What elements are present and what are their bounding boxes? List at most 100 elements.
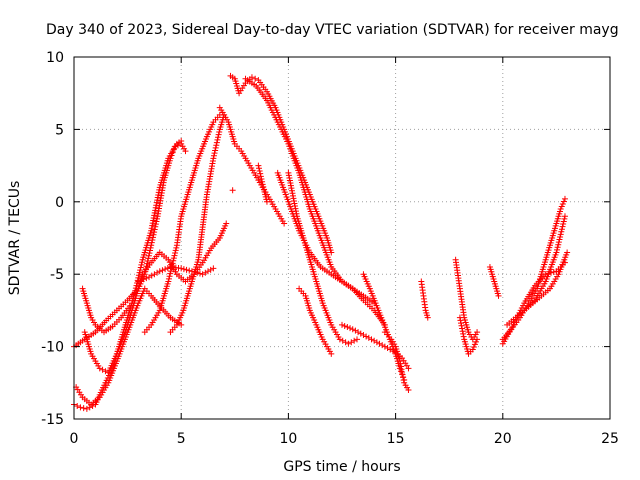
data-point <box>154 194 161 201</box>
data-point <box>165 275 172 282</box>
data-point <box>144 258 151 265</box>
data-point <box>223 220 230 227</box>
data-point <box>287 180 294 187</box>
y-tick-label: -15 <box>41 412 64 428</box>
data-point <box>255 165 262 172</box>
data-point <box>165 278 172 285</box>
data-point <box>162 266 169 273</box>
data-point <box>183 266 190 273</box>
data-point <box>555 241 562 248</box>
data-point <box>470 343 477 350</box>
data-point <box>137 264 144 271</box>
data-point <box>292 205 299 212</box>
data-point <box>554 246 561 253</box>
data-point <box>281 220 288 227</box>
data-point <box>145 252 152 259</box>
data-point <box>290 197 297 204</box>
x-tick-label: 25 <box>601 431 619 447</box>
data-point <box>348 339 355 346</box>
data-point <box>341 322 348 329</box>
data-point <box>146 274 153 281</box>
data-point <box>557 206 564 213</box>
data-point <box>400 377 407 384</box>
data-point <box>166 273 173 280</box>
data-point <box>153 218 160 225</box>
series-track-14 <box>285 169 361 347</box>
data-point <box>153 199 160 206</box>
data-point <box>293 210 300 217</box>
series-track-21 <box>456 314 481 357</box>
y-tick-label: -10 <box>41 340 64 356</box>
data-point <box>290 195 297 202</box>
data-point <box>560 198 567 205</box>
y-tick-label: 5 <box>55 122 64 138</box>
data-point <box>172 249 179 256</box>
data-point <box>199 271 206 278</box>
data-point <box>339 321 345 328</box>
series-track-6 <box>141 111 223 336</box>
data-point <box>135 272 142 279</box>
data-point <box>556 236 563 243</box>
data-point <box>355 329 362 336</box>
data-point <box>140 276 147 283</box>
data-point <box>138 259 145 266</box>
data-point <box>202 269 209 276</box>
data-point <box>138 277 144 284</box>
data-point <box>210 265 217 272</box>
data-point <box>405 387 412 394</box>
data-point <box>263 198 270 205</box>
data-point <box>154 215 161 222</box>
x-tick-label: 0 <box>70 431 79 447</box>
data-point <box>397 363 404 370</box>
series-track-23 <box>499 195 568 343</box>
series-track-12 <box>242 75 378 307</box>
data-point <box>182 148 189 155</box>
data-point <box>74 402 81 409</box>
data-point <box>368 336 375 343</box>
data-point <box>328 249 335 256</box>
data-point <box>354 336 361 343</box>
data-point <box>152 221 159 228</box>
data-point <box>152 204 159 211</box>
data-point <box>148 225 155 232</box>
data-point <box>151 212 158 219</box>
data-points <box>71 72 571 412</box>
data-point <box>164 265 171 272</box>
data-point <box>145 255 152 262</box>
chart-title: Day 340 of 2023, Sidereal Day-to-day VTE… <box>46 22 619 38</box>
data-point <box>252 75 259 82</box>
data-point <box>560 218 567 225</box>
series-track-4 <box>79 285 133 336</box>
data-point <box>339 337 346 344</box>
x-tick-label: 5 <box>177 431 186 447</box>
data-point <box>83 405 90 412</box>
data-point <box>96 365 103 372</box>
data-point <box>154 197 161 204</box>
data-point <box>213 142 220 149</box>
data-point <box>151 209 158 216</box>
data-point <box>257 170 264 177</box>
data-point <box>212 144 219 151</box>
data-point <box>460 333 467 340</box>
data-point <box>360 332 367 339</box>
data-point <box>349 326 356 333</box>
data-point <box>456 314 463 321</box>
y-axis-label: SDTVAR / TECUs <box>7 181 23 296</box>
data-point <box>336 336 343 343</box>
data-point <box>186 267 193 274</box>
data-point <box>471 341 478 348</box>
data-point <box>396 358 403 365</box>
data-point <box>173 244 180 251</box>
data-point <box>171 252 178 259</box>
data-point <box>285 169 292 176</box>
data-point <box>159 267 166 274</box>
plot-frame <box>73 56 611 420</box>
x-tick-label: 10 <box>279 431 297 447</box>
data-point <box>559 200 566 207</box>
data-point <box>148 227 155 234</box>
data-point <box>167 270 174 277</box>
data-point <box>287 182 294 189</box>
data-point <box>564 249 571 256</box>
data-point <box>155 189 162 196</box>
series-track-5 <box>81 271 146 376</box>
